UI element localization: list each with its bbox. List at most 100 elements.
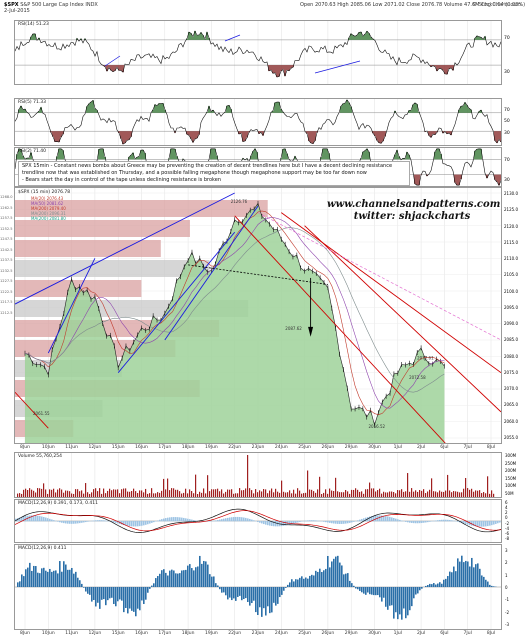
volume-bar xyxy=(207,475,209,497)
rsi-overbought-fill xyxy=(18,109,20,113)
volume-bar xyxy=(349,493,351,497)
macd-hist-bar xyxy=(195,520,197,522)
macd-hist-bar xyxy=(223,518,225,522)
macd-hist-bar xyxy=(443,519,445,522)
rsi-overbought-fill xyxy=(38,111,40,113)
volume-bar xyxy=(63,492,65,497)
macd-hist-bar xyxy=(349,521,351,523)
macd-hist-bar xyxy=(383,515,385,522)
histogram-bar xyxy=(333,558,335,587)
high-value: 2085.06 xyxy=(350,2,372,8)
histogram-bar xyxy=(335,556,337,587)
volume-bar xyxy=(93,489,95,497)
rsi-oversold-fill xyxy=(500,174,502,181)
volume-bar xyxy=(225,491,227,497)
rsi-overbought-fill xyxy=(408,110,410,113)
macd-hist-bar xyxy=(285,521,287,526)
volume-bar xyxy=(403,491,405,497)
volume-label: Volume 55,760,254 xyxy=(18,454,62,459)
macd-hist-bar xyxy=(385,516,387,522)
macd-hist-bar xyxy=(153,521,155,523)
volume-bar xyxy=(35,492,37,497)
macd-hist-bar xyxy=(217,519,219,522)
rsi-overbought-fill xyxy=(22,109,24,113)
macd-label: MACD(12,26,9) 0.391, 0.173, 0.411 xyxy=(18,501,98,506)
x-tick-label: 25Jun xyxy=(298,445,311,450)
macd-tick-label: 6 xyxy=(505,500,508,505)
x-tick-label: 25Jun xyxy=(298,631,311,636)
left-tick-label: 1237.5 xyxy=(0,258,13,262)
histogram-bar xyxy=(151,585,153,587)
volume-bar xyxy=(311,489,313,497)
histogram-bar xyxy=(139,587,141,611)
volume-bar xyxy=(137,492,139,497)
volume-bar xyxy=(173,488,175,497)
macd-hist-bar xyxy=(189,519,191,522)
price-tick-label: 2055.0 xyxy=(504,435,518,440)
volume-bar xyxy=(373,488,375,497)
rsi-oversold-fill xyxy=(248,131,250,133)
x-tick-label: 22Jun xyxy=(228,445,242,450)
histogram-bar xyxy=(327,555,329,587)
macd-hist-bar xyxy=(115,521,117,523)
volume-bar xyxy=(383,491,385,497)
macd-hist-bar xyxy=(31,515,33,522)
rsi-overbought-fill xyxy=(358,32,360,40)
volume-bar xyxy=(467,488,469,497)
volume-bar xyxy=(191,491,193,497)
rsi-overbought-fill xyxy=(466,105,468,113)
macd-hist-bar xyxy=(359,519,361,522)
left-tick-label: 1247.5 xyxy=(0,237,13,241)
rsi-oversold-fill xyxy=(186,131,188,135)
volume-tick-label: 50M xyxy=(505,491,514,496)
volume-bar xyxy=(131,490,133,497)
macd-hist-bar xyxy=(129,521,131,527)
rsi2-label: RSI(2) 71.40 xyxy=(18,149,46,154)
macd-hist-bar xyxy=(59,521,61,523)
macd-hist-bar xyxy=(445,519,447,522)
rsi-oversold-fill xyxy=(458,174,460,186)
rsi-oversold-fill xyxy=(292,65,294,68)
macd-hist-bar xyxy=(247,518,249,522)
histogram-bar xyxy=(155,578,157,587)
histogram-bar xyxy=(395,587,397,613)
histogram-bar xyxy=(213,576,215,587)
rsi-oversold-fill xyxy=(500,131,502,142)
low-value: 2071.02 xyxy=(384,2,405,8)
volume-bar xyxy=(291,493,293,497)
x-tick-label: 16Jun xyxy=(135,631,148,636)
histogram-bar xyxy=(251,587,253,604)
price-tick-label: 2060.0 xyxy=(504,418,518,424)
ma-legend-item: MA(50) 2081.62 xyxy=(31,201,64,206)
left-tick-label: 1242.5 xyxy=(0,247,13,252)
macd-hist-bar xyxy=(467,521,469,525)
volume-bar xyxy=(203,488,205,497)
volume-bar xyxy=(297,488,299,497)
rsi-overbought-fill xyxy=(20,149,22,160)
histogram-bar xyxy=(123,587,125,613)
rsi-oversold-fill xyxy=(442,131,444,134)
macd-hist-bar xyxy=(35,515,37,522)
rsi-oversold-fill xyxy=(446,131,448,134)
histogram-bar xyxy=(295,579,297,587)
rsi-oversold-fill xyxy=(238,131,240,134)
volume-bar xyxy=(125,488,127,497)
histogram-bar xyxy=(97,587,99,603)
x-tick-label: 2Jul xyxy=(416,445,426,450)
volume-bar xyxy=(57,489,59,497)
volume-bar xyxy=(381,493,383,497)
volume-tick-label: 200M xyxy=(505,468,517,474)
macd-hist-bar xyxy=(409,521,411,523)
volume-bar xyxy=(425,493,427,497)
volume-tick-label: 300M xyxy=(505,453,517,458)
volume-bar xyxy=(463,488,465,497)
volume-bar xyxy=(355,488,357,497)
histogram-bar xyxy=(43,567,45,587)
histogram-bar xyxy=(79,580,81,587)
macd-hist-bar xyxy=(323,521,325,522)
histogram-bar xyxy=(309,575,311,587)
rsi-overbought-fill xyxy=(24,109,26,113)
rsi-oversold-fill xyxy=(494,131,496,141)
volume-chart xyxy=(17,453,495,497)
rsi-overbought-fill xyxy=(190,33,192,40)
